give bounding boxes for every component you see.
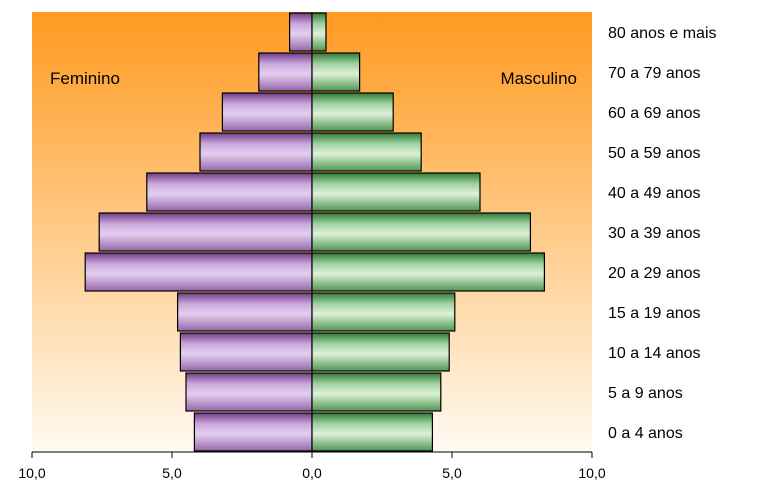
category-label: 20 a 29 anos — [608, 265, 701, 282]
male-bar — [311, 12, 327, 52]
category-labels-layer: 0 a 4 anos 5 a 9 anos 10 a 14 anos 15 a 19 … — [608, 25, 717, 442]
category-label: 60 a 69 anos — [608, 105, 701, 122]
category-label: 50 a 59 anos — [608, 145, 701, 162]
male-bar — [311, 92, 394, 132]
male-bar — [311, 412, 434, 452]
male-bar — [311, 292, 456, 332]
female-bar — [221, 92, 313, 132]
male-bar — [311, 332, 450, 372]
category-label: 5 a 9 anos — [608, 385, 683, 402]
male-bar — [311, 52, 361, 92]
male-bar — [311, 132, 422, 172]
x-tick-label: 5,0 — [162, 465, 182, 481]
female-side-label: Feminino — [50, 69, 120, 88]
female-bar — [258, 52, 313, 92]
category-label: 30 a 39 anos — [608, 225, 701, 242]
category-label: 70 a 79 anos — [608, 65, 701, 82]
female-bar — [199, 132, 313, 172]
category-label: 15 a 19 anos — [608, 305, 701, 322]
category-label: 80 anos e mais — [608, 25, 717, 42]
male-bar — [311, 252, 545, 292]
category-label: 0 a 4 anos — [608, 425, 683, 442]
bars-layer — [84, 12, 545, 452]
female-bar — [289, 12, 313, 52]
x-tick-label: 5,0 — [442, 465, 462, 481]
category-label: 40 a 49 anos — [608, 185, 701, 202]
female-bar — [146, 172, 313, 212]
male-bar — [311, 172, 481, 212]
x-tick-label: 10,0 — [578, 465, 605, 481]
x-tick-label: 10,0 — [18, 465, 45, 481]
male-side-label: Masculino — [500, 69, 577, 88]
female-bar — [193, 412, 313, 452]
female-bar — [177, 292, 313, 332]
x-axis-layer: 10,0 5,0 0,0 5,0 10,0 — [18, 12, 606, 481]
female-bar — [179, 332, 313, 372]
female-bar — [98, 212, 313, 252]
male-bar — [311, 212, 531, 252]
female-bar — [185, 372, 313, 412]
category-label: 10 a 14 anos — [608, 345, 701, 362]
male-bar — [311, 372, 442, 412]
female-bar — [84, 252, 313, 292]
x-tick-label: 0,0 — [302, 465, 322, 481]
